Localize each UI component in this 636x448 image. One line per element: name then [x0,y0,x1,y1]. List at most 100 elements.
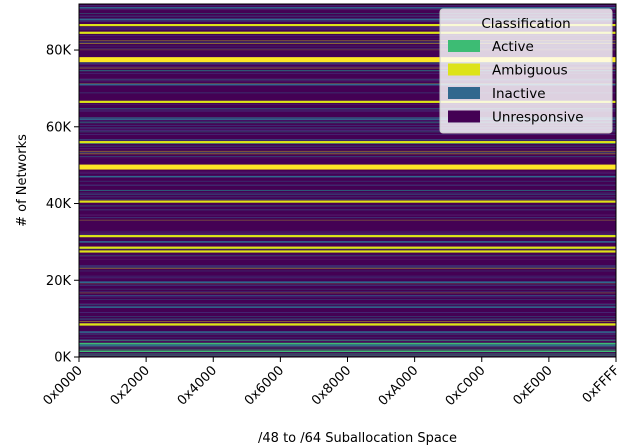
band-active [79,350,616,353]
texture-stripe [79,196,616,198]
texture-stripe [79,134,616,135]
texture-stripe [79,148,616,150]
texture-stripe [79,127,616,129]
band-inactive [79,118,616,120]
texture-stripe [79,288,616,290]
legend-swatch [448,110,480,123]
texture-stripe [79,35,616,37]
band-ambiguous [79,141,616,144]
texture-stripe [79,145,616,147]
texture-stripe [79,41,616,43]
texture-stripe [79,128,616,130]
texture-stripe [79,122,616,124]
texture-stripe [79,312,616,313]
band-ambiguous [79,250,616,253]
texture-stripe [79,316,616,317]
texture-stripe [79,156,616,157]
x-tick-label: 0xC000 [443,363,489,409]
texture-stripe [79,232,616,234]
texture-stripe [79,277,616,278]
x-tick-label: 0x8000 [309,363,354,408]
texture-stripe [79,108,616,109]
band-active [79,342,616,345]
texture-stripe [79,20,616,22]
band-inactive [79,18,616,21]
texture-stripe [79,258,616,260]
texture-stripe [79,348,616,350]
texture-stripe [79,353,616,355]
texture-stripe [79,180,616,182]
texture-stripe [79,217,616,219]
texture-stripe [79,231,616,233]
band-ambiguous [79,235,616,238]
texture-stripe [79,15,616,17]
band-inactive [79,7,616,9]
legend-label: Ambiguous [492,63,568,79]
band-inactive [79,83,616,86]
texture-stripe [79,304,616,306]
legend: Classification Active Ambiguous Inactive Un… [439,8,613,134]
texture-stripe [79,124,616,126]
band-ambiguous [79,323,616,326]
texture-stripe [79,150,616,152]
legend-box [439,8,613,134]
texture-stripe [79,354,616,356]
texture-stripe [79,119,616,121]
band-ambiguous [79,246,616,249]
texture-stripe [79,37,616,39]
texture-stripe [79,256,616,258]
texture-stripe [79,254,616,256]
y-tick-label: 80K [46,44,72,59]
texture-stripe [79,80,616,82]
texture-stripe [79,336,616,338]
texture-stripe [79,48,616,50]
texture-stripe [79,248,616,250]
band-inactive [79,241,616,243]
x-axis-label: /48 to /64 Suballocation Space [258,431,457,446]
y-axis-ticks: 0K 20K 40K 60K 80K [46,44,79,366]
texture-stripe [79,199,616,200]
heatmap-bands [79,5,616,358]
band-ambiguous-strong [79,57,616,63]
texture-stripe [79,43,616,44]
texture-stripe [79,63,616,65]
texture-stripe [79,267,616,269]
texture-stripe [79,78,616,79]
legend-swatch [448,63,480,76]
texture-stripe [79,130,616,131]
texture-stripe [79,345,616,347]
texture-stripe [79,214,616,216]
texture-stripe [79,173,616,174]
band-inactive [79,344,616,347]
texture-stripe [79,299,616,300]
texture-stripe [79,219,616,221]
texture-stripe [79,303,616,304]
band-ambiguous-strong [79,164,616,170]
texture-stripe [79,278,616,280]
texture-stripe [79,189,616,191]
legend-label: Active [492,39,534,55]
texture-stripe [79,284,616,286]
texture-stripe [79,109,616,111]
texture-stripe [79,184,616,186]
x-axis-ticks: 0x0000 0x2000 0x4000 0x6000 0x8000 0xA000 0xC0… [41,357,623,409]
texture-stripe [79,171,616,173]
x-tick-label: 0x6000 [242,363,287,408]
texture-stripe [79,292,616,294]
x-tick-label: 0xE000 [510,363,555,408]
texture-stripe [79,347,616,349]
texture-stripe [79,140,616,142]
band-ambiguous [79,200,616,203]
texture-stripe [79,205,616,207]
texture-stripe [79,62,616,64]
texture-stripe [79,28,616,30]
band-inactive [79,306,616,308]
texture-stripe [79,67,616,69]
texture-stripe [79,66,616,68]
band-ambiguous [79,100,616,103]
band-inactive [79,281,616,283]
texture-stripe [79,45,616,47]
x-tick-label: 0x0000 [41,363,86,408]
texture-stripe [79,296,616,298]
texture-stripe [79,334,616,336]
